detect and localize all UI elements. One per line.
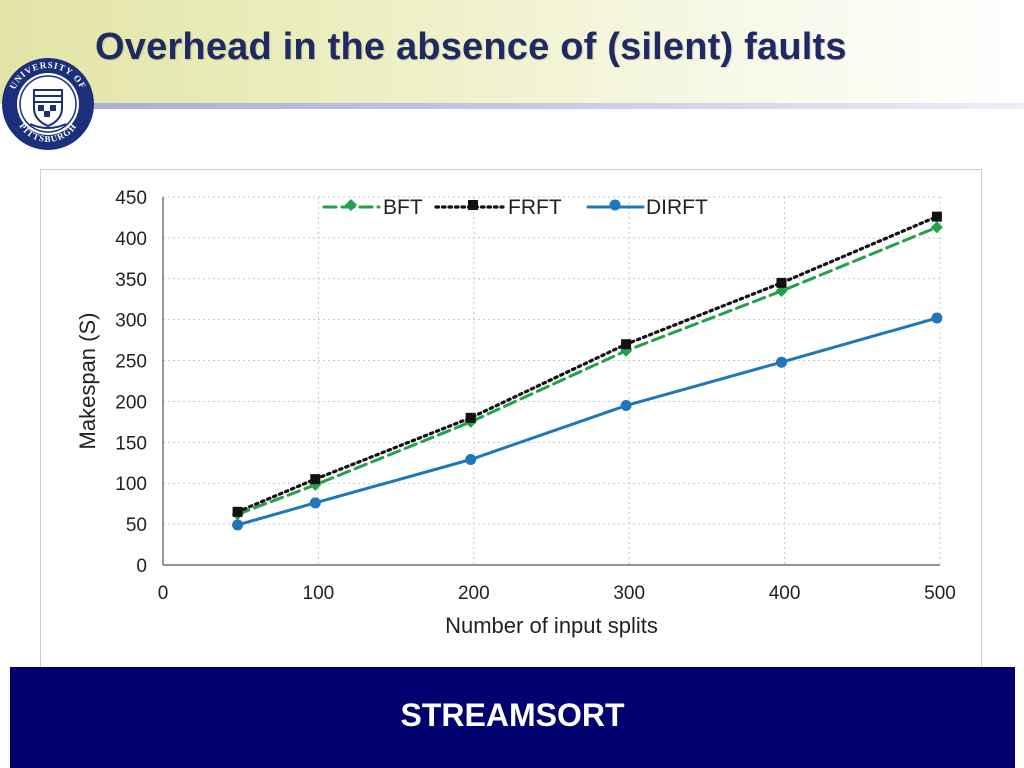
- data-point-frft: [931, 211, 942, 222]
- x-tick-label: 500: [924, 583, 956, 604]
- university-seal-logo: UNIVERSITY OF PITTSBURGH: [2, 58, 94, 150]
- data-point-frft: [465, 412, 476, 423]
- chart-frame: 0 50 100 150 200 250 300 350 400 450 0 100 200 300 400…: [40, 169, 982, 689]
- series-line-dirft: [236, 316, 939, 527]
- data-point-dirft: [309, 497, 321, 509]
- data-point-frft: [310, 474, 321, 485]
- data-point-frft: [621, 339, 632, 350]
- y-tick-label: 350: [115, 270, 147, 291]
- y-tick-label: 300: [115, 311, 147, 332]
- data-point-dirft: [775, 356, 787, 368]
- y-tick-label: 0: [136, 556, 147, 577]
- y-tick-label: 200: [115, 392, 147, 413]
- legend-label-bft: BFT: [383, 196, 423, 219]
- x-tick-label: 300: [613, 583, 645, 604]
- data-point-frft: [776, 277, 787, 288]
- data-point-dirft: [931, 312, 943, 324]
- data-point-bft: [775, 285, 788, 298]
- y-tick-label: 50: [126, 515, 147, 536]
- legend-label-dirft: DIRFT: [646, 196, 708, 219]
- y-tick-label: 150: [115, 433, 147, 454]
- legend-marker-bft: [345, 199, 357, 211]
- y-tick-label: 100: [115, 474, 147, 495]
- y-tick-label: 400: [115, 229, 147, 250]
- data-point-frft: [232, 506, 243, 517]
- data-point-dirft: [620, 400, 632, 412]
- line-chart: 0 50 100 150 200 250 300 350 400 450 0 100 200 300 400…: [75, 188, 956, 638]
- legend-marker-dirft: [609, 199, 621, 211]
- title-band: [0, 0, 1024, 104]
- y-tick-label: 250: [115, 352, 147, 373]
- slide-title: Overhead in the absence of (silent) faul…: [95, 26, 847, 68]
- data-point-dirft: [232, 519, 244, 531]
- y-axis-label: Makespan (S): [75, 313, 100, 450]
- footer-label: STREAMSORT: [400, 697, 625, 733]
- legend-marker-frft: [468, 200, 478, 210]
- series-line-bft: [236, 225, 939, 516]
- data-point-dirft: [465, 454, 477, 466]
- x-tick-label: 100: [303, 583, 335, 604]
- title-rule: [90, 103, 1024, 109]
- footer-band: STREAMSORT: [10, 667, 1015, 768]
- x-tick-label: 200: [458, 583, 490, 604]
- x-tick-label: 400: [769, 583, 801, 604]
- legend-label-frft: FRFT: [508, 196, 562, 219]
- x-tick-label: 0: [158, 583, 169, 604]
- series-line-frft: [235, 215, 939, 514]
- x-axis-label: Number of input splits: [445, 613, 658, 638]
- y-tick-label: 450: [115, 188, 147, 209]
- data-point-bft: [930, 221, 943, 234]
